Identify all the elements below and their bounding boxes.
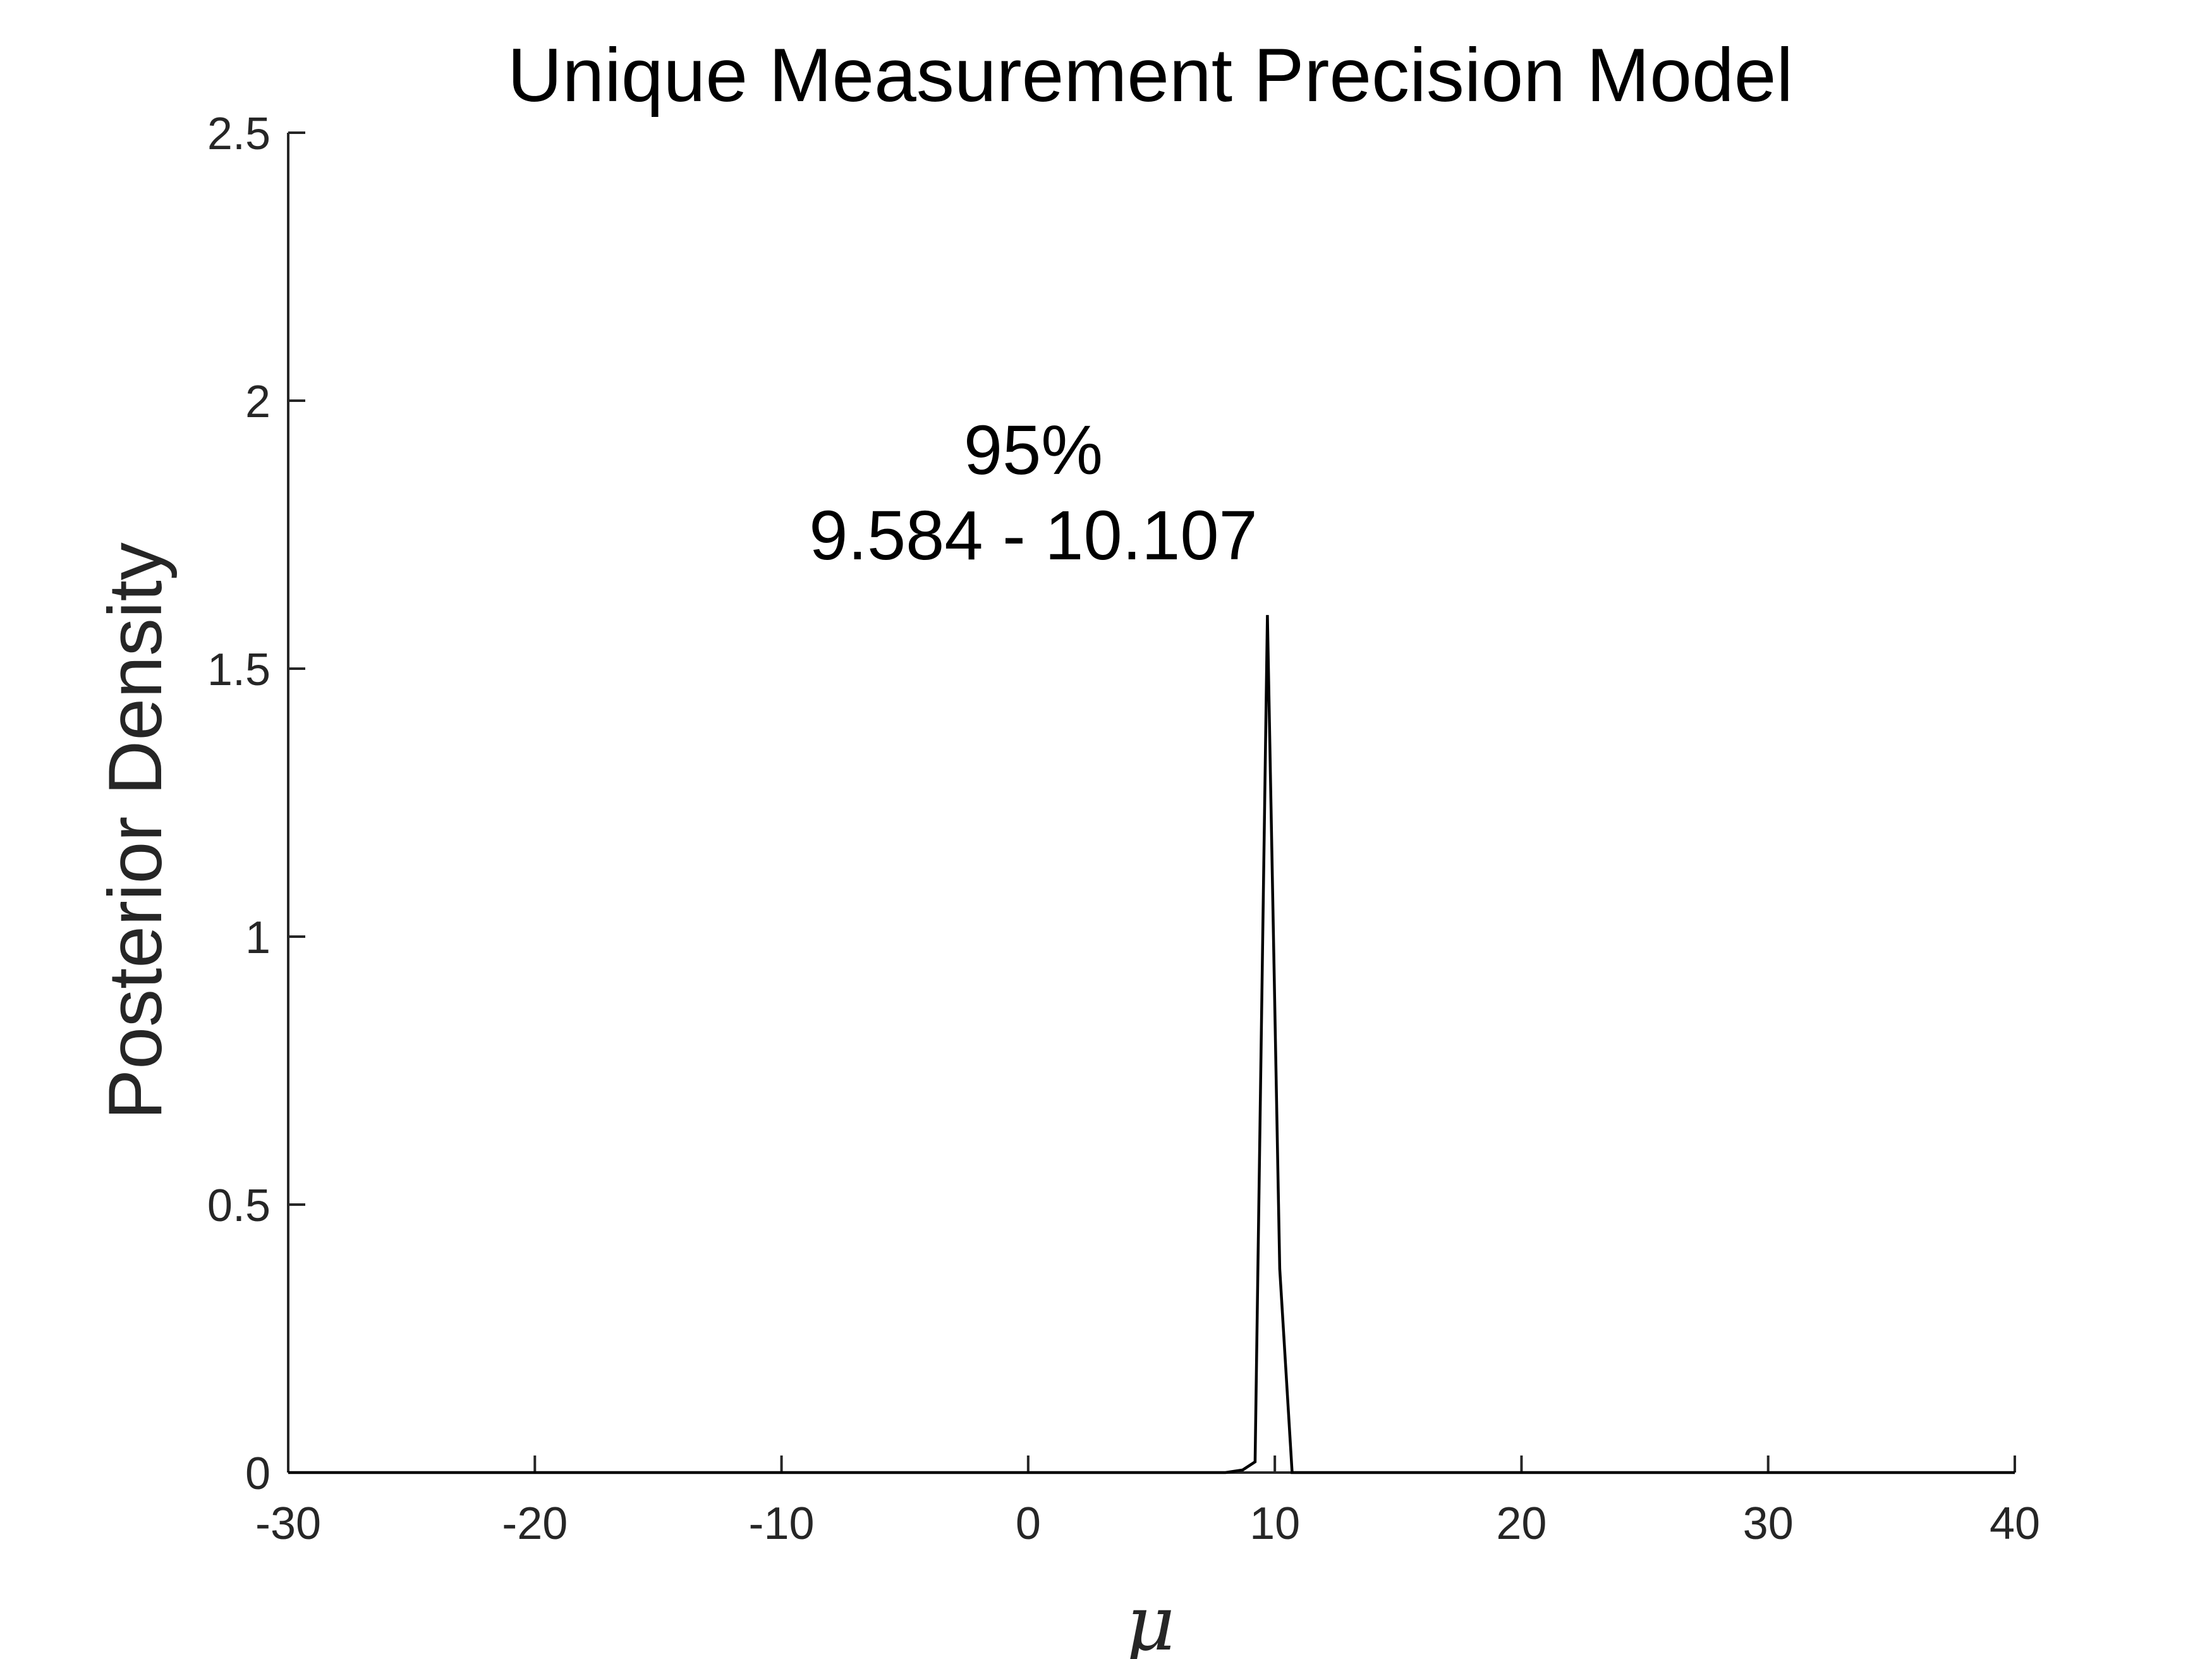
y-tick-label: 2 — [245, 377, 270, 427]
y-axis-ticks: 0 0.5 1 1.5 2 2.5 — [207, 109, 305, 1499]
x-tick-label: -30 — [255, 1498, 321, 1549]
x-tick-label: -10 — [749, 1498, 815, 1549]
x-tick-label: -20 — [502, 1498, 568, 1549]
y-axis-label: Posterior Density — [93, 542, 178, 1120]
x-axis-label: μ — [1126, 1580, 1175, 1659]
y-tick-label: 0 — [245, 1449, 270, 1499]
y-tick-label: 0.5 — [207, 1181, 270, 1231]
chart-title: Unique Measurement Precision Model — [507, 33, 1793, 118]
credible-interval-range: 9.584 - 10.107 — [809, 497, 1257, 574]
x-tick-label: 0 — [1016, 1498, 1041, 1549]
x-tick-label: 20 — [1496, 1498, 1547, 1549]
plot-series — [288, 615, 2015, 1474]
x-tick-label: 30 — [1743, 1498, 1794, 1549]
posterior-density-line — [288, 615, 2015, 1474]
x-tick-label: 10 — [1249, 1498, 1300, 1549]
x-axis-ticks: -30 -20 -10 0 10 20 30 40 — [255, 1455, 2040, 1549]
credible-interval-percent: 95% — [964, 411, 1103, 489]
y-tick-label: 2.5 — [207, 109, 270, 159]
axes — [287, 133, 2015, 1474]
y-tick-label: 1.5 — [207, 645, 270, 695]
x-tick-label: 40 — [1990, 1498, 2040, 1549]
y-tick-label: 1 — [245, 913, 270, 963]
